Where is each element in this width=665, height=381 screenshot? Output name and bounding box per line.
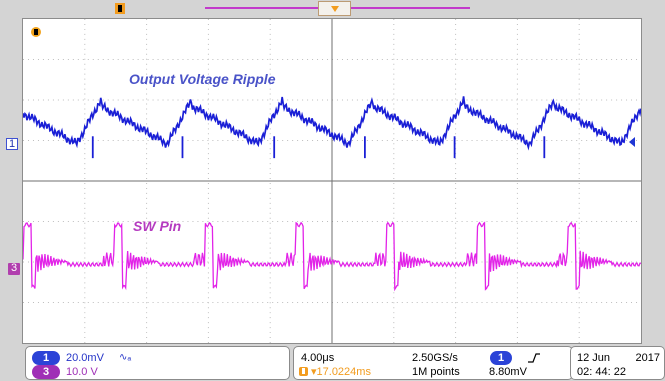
trigger-icon bbox=[299, 367, 308, 376]
date-time-box: 12 Jun 2017 02: 44: 22 bbox=[570, 346, 665, 380]
channel-1-reference-icon[interactable]: 1 bbox=[6, 138, 18, 150]
clock-display: 02: 44: 22 bbox=[577, 366, 626, 378]
date-display: 12 Jun bbox=[577, 352, 611, 364]
trigger-position-icon[interactable] bbox=[115, 3, 125, 14]
channel-3-badge[interactable]: 3 bbox=[32, 365, 60, 379]
bottom-info-panel: 1 20.0mV ∿ₐ 3 10.0 V 4.00μs ▾17.0224ms 2… bbox=[25, 344, 665, 381]
waveform-display[interactable]: Output Voltage Ripple SW Pin bbox=[22, 18, 642, 344]
channel-1-scale: 20.0mV bbox=[66, 352, 104, 364]
view-window-indicator[interactable] bbox=[318, 1, 351, 16]
waveform-chart bbox=[23, 19, 641, 343]
sample-rate: 2.50GS/s bbox=[412, 352, 458, 364]
time-per-division: 4.00μs bbox=[301, 352, 335, 364]
acquisition-settings-box[interactable]: 4.00μs ▾17.0224ms 2.50GS/s 1M points 1 8… bbox=[293, 346, 573, 380]
rising-edge-icon bbox=[528, 353, 540, 363]
output-voltage-ripple-label: Output Voltage Ripple bbox=[129, 71, 276, 87]
channel-1-bandwidth-icon: ∿ₐ bbox=[119, 352, 132, 363]
channel-3-scale: 10.0 V bbox=[66, 366, 98, 378]
trigger-offset: ▾17.0224ms bbox=[311, 366, 371, 378]
year-display: 2017 bbox=[635, 352, 660, 364]
record-points: 1M points bbox=[412, 366, 460, 378]
trigger-level: 8.80mV bbox=[489, 366, 527, 378]
channel-1-badge[interactable]: 1 bbox=[32, 351, 60, 365]
channel-settings-box[interactable]: 1 20.0mV ∿ₐ 3 10.0 V bbox=[25, 346, 290, 380]
trigger-level-icon[interactable] bbox=[629, 137, 635, 147]
trigger-source-badge[interactable]: 1 bbox=[490, 351, 512, 365]
sw-pin-label: SW Pin bbox=[133, 218, 182, 234]
screen-trigger-icon bbox=[31, 27, 41, 37]
top-status-bar bbox=[0, 0, 665, 18]
output-voltage-ripple-series bbox=[23, 96, 641, 151]
channel-3-reference-icon[interactable]: 3 bbox=[8, 263, 20, 275]
sw-pin-series bbox=[23, 221, 641, 292]
